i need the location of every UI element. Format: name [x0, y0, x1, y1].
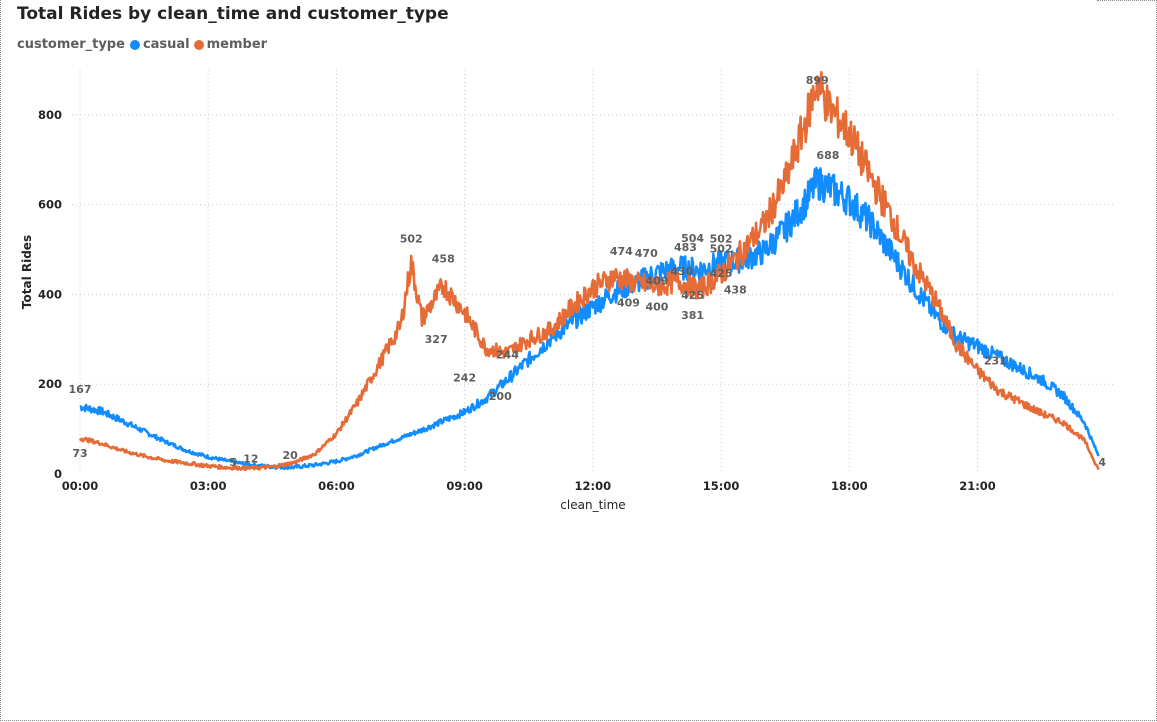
- data-label: 409: [617, 296, 640, 309]
- data-label: 409: [645, 274, 668, 287]
- data-label: 12: [243, 453, 258, 466]
- visual-frame-top: [1097, 0, 1157, 1]
- series-lines: [78, 70, 1100, 471]
- data-label: 425: [681, 289, 704, 302]
- data-label: 502: [710, 233, 733, 246]
- y-tick-label: 200: [38, 377, 62, 391]
- series-line-member: [78, 70, 1100, 471]
- chart-title: Total Rides by clean_time and customer_t…: [17, 4, 449, 24]
- data-label: 458: [432, 252, 455, 265]
- axes: 0 200 400 600 800 00:00 03:00 06:00 09:00 12:00 15…: [38, 108, 996, 493]
- data-label: 167: [69, 383, 92, 396]
- data-label: 502: [400, 233, 423, 246]
- y-axis-title: Total Rides: [20, 235, 34, 309]
- data-label: 438: [724, 283, 747, 296]
- data-label: 688: [816, 149, 839, 162]
- series-line-casual: [79, 166, 1100, 471]
- x-tick-label: 21:00: [959, 479, 996, 493]
- legend-dot-member: [193, 39, 204, 50]
- x-tick-label: 12:00: [575, 479, 612, 493]
- legend-item-casual[interactable]: casual: [129, 37, 190, 52]
- data-label: 470: [635, 247, 658, 260]
- data-label: 483: [674, 241, 697, 254]
- x-tick-label: 09:00: [446, 479, 483, 493]
- data-label: 73: [72, 447, 87, 460]
- legend-item-member[interactable]: member: [193, 37, 268, 52]
- y-tick-label: 400: [38, 287, 62, 301]
- data-label: 20: [282, 449, 298, 462]
- y-tick-label: 800: [38, 108, 62, 122]
- data-label: 504: [681, 232, 704, 245]
- data-label: 381: [681, 309, 704, 322]
- legend: customer_type casual member: [17, 37, 271, 52]
- x-axis-title: clean_time: [560, 498, 625, 512]
- legend-label-casual: casual: [142, 37, 190, 52]
- y-tick-label: 600: [38, 198, 62, 212]
- legend-label-member: member: [206, 37, 268, 52]
- data-label: 242: [453, 371, 476, 384]
- data-labels: 167 73 12 5 20 502 458 327 242 244 200 474 409 470 409…: [69, 74, 1107, 469]
- y-tick-label: 0: [54, 467, 62, 481]
- x-tick-label: 00:00: [62, 479, 99, 493]
- x-tick-label: 15:00: [703, 479, 740, 493]
- data-label: 244: [496, 348, 519, 361]
- x-tick-label: 03:00: [190, 479, 227, 493]
- data-label: 430: [670, 265, 693, 278]
- legend-title: customer_type: [17, 37, 125, 52]
- data-label: 231: [984, 354, 1007, 367]
- legend-dot-casual: [129, 39, 140, 50]
- data-label: 327: [425, 333, 448, 346]
- data-label: 474: [610, 245, 633, 258]
- data-label: 5: [229, 456, 237, 469]
- x-tick-label: 06:00: [318, 479, 355, 493]
- gridlines: [72, 70, 1115, 474]
- x-tick-label: 18:00: [831, 479, 868, 493]
- data-label: 200: [489, 390, 512, 403]
- data-label: 4: [1098, 456, 1106, 469]
- data-label: 425: [710, 267, 733, 280]
- data-label: 502: [710, 243, 733, 256]
- data-label: 899: [806, 74, 829, 87]
- data-label: 400: [645, 300, 668, 313]
